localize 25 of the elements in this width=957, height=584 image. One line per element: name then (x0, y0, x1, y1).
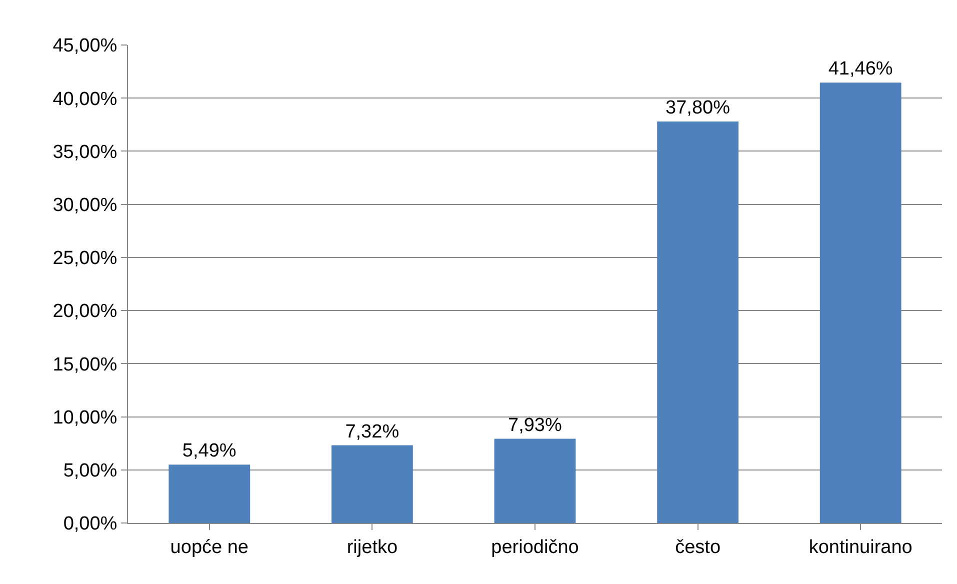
data-label: 37,80% (666, 97, 730, 118)
x-tick-label: rijetko (346, 536, 398, 558)
bar (657, 121, 738, 523)
y-tick-label: 45,00% (52, 36, 118, 57)
y-tick-label: 20,00% (52, 301, 118, 322)
x-tick-label: često (675, 536, 721, 558)
data-label: 7,32% (345, 421, 400, 442)
data-label: 5,49% (182, 440, 236, 462)
data-label: 7,93% (508, 414, 562, 436)
y-tick-label: 15,00% (52, 354, 118, 376)
y-tick-label: 5,00% (63, 460, 118, 482)
x-tick-label: periodično (491, 536, 579, 558)
bar (332, 445, 413, 523)
bar (168, 464, 250, 523)
y-tick-label: 30,00% (52, 194, 118, 216)
y-tick-label: 0,00% (63, 514, 118, 535)
bar (494, 438, 576, 523)
data-label: 41,46% (828, 58, 893, 80)
bar (820, 82, 902, 523)
x-tick-label: kontinuirano (808, 536, 912, 558)
y-tick-label: 40,00% (52, 88, 118, 110)
y-tick-label: 25,00% (52, 248, 118, 270)
y-tick-label: 10,00% (52, 407, 118, 428)
y-tick-label: 35,00% (52, 142, 118, 163)
x-tick-label: uopće ne (170, 536, 248, 558)
